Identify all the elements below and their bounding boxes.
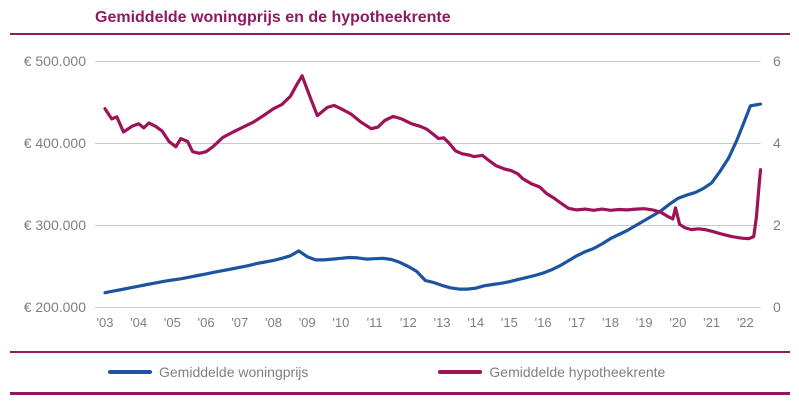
x-axis-label: '20 — [669, 315, 687, 330]
hypotheekrente-line-swatch-icon — [438, 370, 483, 374]
x-axis-label: '11 — [366, 315, 383, 330]
hypotheekrente-legend-label: Gemiddelde hypotheekrente — [489, 364, 666, 380]
x-axis-label: '12 — [399, 315, 417, 330]
chart-plot — [95, 61, 763, 308]
legend-item-woningprijs: Gemiddelde woningprijs — [108, 364, 308, 380]
y-axis-left-label: € 200.000 — [23, 298, 86, 315]
legend-top-divider — [10, 351, 790, 353]
y-axis-left-label: € 400.000 — [23, 134, 86, 151]
x-axis-label: '08 — [265, 315, 282, 330]
x-axis-label: '13 — [433, 315, 451, 330]
x-axis-label: '19 — [635, 315, 653, 330]
legend: Gemiddelde woningprijs Gemiddelde hypoth… — [10, 352, 790, 392]
x-axis-label: '09 — [298, 315, 316, 330]
x-axis-label: '05 — [163, 315, 181, 330]
x-axis-label: '17 — [568, 315, 586, 330]
hypotheekrente-line — [103, 74, 763, 241]
legend-bottom-divider — [10, 392, 790, 395]
x-axis-label: '07 — [231, 315, 249, 330]
x-axis-label: '22 — [736, 315, 754, 330]
x-axis-label: '15 — [500, 315, 518, 330]
x-axis-label: '06 — [197, 315, 215, 330]
x-axis-label: '18 — [602, 315, 619, 330]
y-axis-right-label: 4 — [773, 134, 781, 151]
woningprijs-line-swatch-icon — [108, 370, 152, 374]
x-axis-label: '03 — [96, 315, 114, 330]
x-axis-label: '14 — [467, 315, 485, 330]
title-divider — [10, 33, 790, 35]
x-axis-label: '04 — [130, 315, 148, 330]
y-axis-right-label: 2 — [773, 216, 781, 233]
y-axis-left-label: € 300.000 — [23, 216, 86, 233]
x-axis-label: '21 — [703, 315, 721, 330]
woningprijs-legend-label: Gemiddelde woningprijs — [159, 364, 309, 380]
chart-title: Gemiddelde woningprijs en de hypotheekre… — [95, 9, 451, 26]
y-axis-right-label: 6 — [773, 52, 781, 69]
x-axis-label: '16 — [534, 315, 552, 330]
x-axis-label: '10 — [332, 315, 350, 330]
legend-item-hypotheekrente: Gemiddelde hypotheekrente — [438, 364, 665, 380]
y-axis-right-label: 0 — [773, 298, 781, 315]
y-axis-left-label: € 500.000 — [23, 52, 86, 69]
